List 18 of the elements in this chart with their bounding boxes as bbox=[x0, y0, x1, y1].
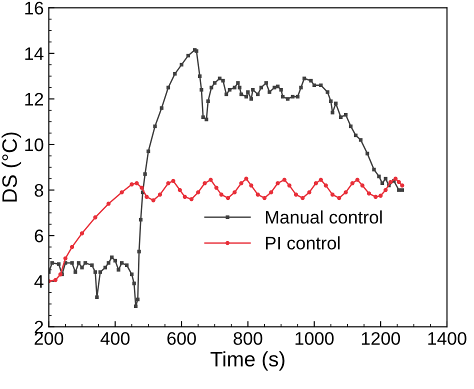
x-tick-label: 1000 bbox=[296, 332, 334, 345]
legend-label: Manual control bbox=[266, 210, 382, 224]
x-tick-label: 400 bbox=[100, 332, 130, 345]
x-tick-label: 200 bbox=[34, 332, 64, 345]
x-tick-label: 600 bbox=[167, 332, 196, 345]
x-tick-label: 800 bbox=[234, 332, 262, 345]
y-tick-label: 6 bbox=[34, 230, 44, 242]
y-tick-label: 14 bbox=[25, 47, 44, 60]
y-tick-label: 16 bbox=[25, 2, 44, 14]
x-axis-title: Time (s) bbox=[210, 351, 284, 371]
y-tick-label: 4 bbox=[34, 275, 44, 288]
legend-label: PI control bbox=[266, 236, 340, 250]
y-tick-label: 12 bbox=[25, 92, 44, 106]
y-tick-label: 8 bbox=[34, 184, 44, 197]
x-tick-label: 1200 bbox=[362, 332, 400, 345]
y-tick-label: 10 bbox=[25, 138, 44, 152]
y-axis-title: DS (°C) bbox=[2, 132, 22, 202]
x-tick-label: 1400 bbox=[428, 332, 466, 345]
